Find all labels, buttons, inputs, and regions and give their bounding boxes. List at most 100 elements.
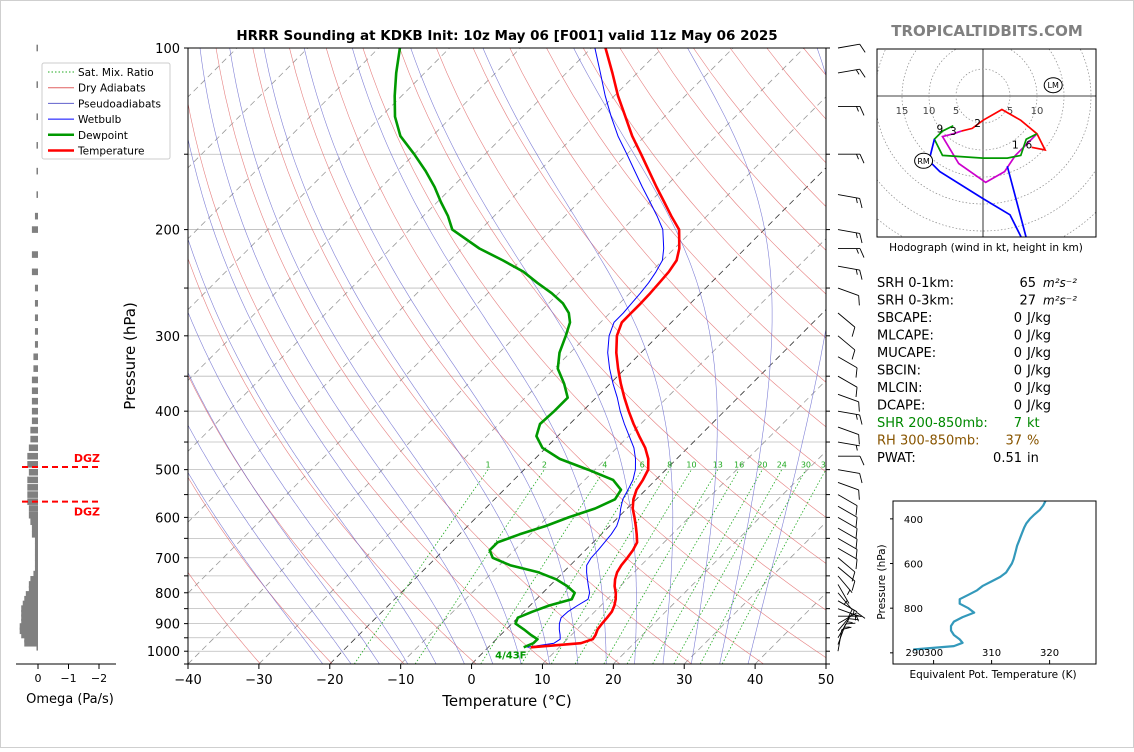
- theta-x-tick-label: 320: [1040, 648, 1059, 659]
- x-tick-label: 0: [467, 673, 475, 688]
- legend-label: Temperature: [77, 146, 145, 158]
- y-tick-label: 800: [155, 587, 180, 602]
- index-value: 0: [1014, 381, 1022, 396]
- hodograph-ring-label: 15: [896, 106, 909, 117]
- legend-label: Dewpoint: [78, 130, 128, 142]
- index-label: MUCAPE:: [877, 346, 936, 361]
- omega-bar: [29, 512, 38, 519]
- y-tick-label: 200: [155, 224, 180, 239]
- omega-bar: [27, 477, 38, 484]
- index-unit: J/kg: [1026, 329, 1051, 344]
- index-label: SBCAPE:: [877, 311, 932, 326]
- index-value: 0.51: [993, 451, 1022, 466]
- index-value: 27: [1019, 294, 1036, 309]
- y-tick-label: 900: [155, 618, 180, 633]
- index-value: 0: [1014, 329, 1022, 344]
- index-value: 37: [1005, 434, 1022, 449]
- omega-tick-label: 0: [35, 672, 42, 685]
- omega-bar: [35, 213, 38, 220]
- mixing-ratio-label: 2: [542, 461, 547, 470]
- theta-y-tick-label: 800: [904, 604, 923, 615]
- x-tick-label: 30: [676, 673, 693, 688]
- mixing-ratio-label: 20: [757, 461, 767, 470]
- mixing-ratio-label: 30: [801, 461, 811, 470]
- hodograph-ring-label: 5: [953, 106, 959, 117]
- index-unit: J/kg: [1026, 346, 1051, 361]
- omega-bar: [29, 469, 38, 476]
- hodograph-ring-label: 10: [1031, 106, 1044, 117]
- mixing-ratio-label: 6: [640, 461, 645, 470]
- surface-temp-label: 4/43F: [495, 650, 526, 661]
- hodograph-height-label: 2: [974, 118, 981, 130]
- omega-bar: [32, 387, 38, 394]
- omega-bar: [36, 45, 38, 52]
- x-tick-label: 10: [534, 673, 551, 688]
- index-value: 0: [1014, 346, 1022, 361]
- hodograph-height-label: 3: [950, 126, 957, 138]
- x-tick-label: −10: [387, 673, 414, 688]
- index-label: PWAT:: [877, 451, 916, 466]
- omega-bar: [36, 142, 38, 149]
- theta-y-tick-label: 600: [904, 560, 923, 571]
- index-unit: in: [1027, 451, 1039, 466]
- y-tick-label: 1000: [147, 645, 180, 660]
- omega-bar: [36, 191, 38, 198]
- omega-bar: [32, 269, 38, 276]
- omega-xlabel: Omega (Pa/s): [26, 692, 114, 707]
- index-unit: m²s⁻²: [1043, 294, 1077, 308]
- x-tick-label: −30: [245, 673, 272, 688]
- x-tick-label: 20: [605, 673, 622, 688]
- index-label: SRH 0-3km:: [877, 294, 954, 309]
- omega-bar: [29, 444, 38, 451]
- omega-tick-label: −2: [91, 672, 107, 685]
- x-tick-label: 50: [818, 673, 835, 688]
- index-unit: %: [1027, 434, 1039, 449]
- legend-label: Dry Adiabats: [78, 83, 146, 95]
- x-tick-label: −40: [174, 673, 201, 688]
- index-label: SRH 0-1km:: [877, 276, 954, 291]
- omega-bar: [35, 300, 38, 307]
- y-tick-label: 300: [155, 330, 180, 345]
- omega-bar: [29, 505, 38, 512]
- mixing-ratio-label: 4: [602, 461, 607, 470]
- omega-bar: [32, 251, 38, 258]
- omega-bar: [27, 491, 38, 498]
- omega-bar: [35, 537, 38, 544]
- theta-e-ylabel: Pressure (hPa): [876, 544, 888, 619]
- omega-bar: [36, 81, 38, 88]
- theta-x-tick-label: 290: [905, 648, 924, 659]
- omega-bar: [30, 518, 38, 525]
- index-value: 7: [1014, 416, 1022, 431]
- index-label: MLCIN:: [877, 381, 922, 396]
- index-unit: kt: [1027, 416, 1040, 431]
- legend-label: Wetbulb: [78, 114, 122, 126]
- index-label: DCAPE:: [877, 399, 925, 414]
- index-label: SHR 200-850mb:: [877, 416, 988, 431]
- index-label: RH 300-850mb:: [877, 434, 980, 449]
- omega-bar: [32, 398, 38, 405]
- omega-bar: [27, 484, 38, 491]
- omega-bar: [35, 543, 38, 550]
- index-unit: J/kg: [1026, 311, 1051, 326]
- mixing-ratio-label: 13: [713, 461, 723, 470]
- index-value: 0: [1014, 311, 1022, 326]
- omega-bar: [35, 314, 38, 321]
- y-tick-label: 500: [155, 464, 180, 479]
- index-label: SBCIN:: [877, 364, 921, 379]
- omega-bar: [32, 525, 38, 532]
- omega-bar: [27, 453, 38, 460]
- skewt-ylabel: Pressure (hPa): [121, 302, 139, 410]
- omega-bar: [32, 408, 38, 415]
- dgz-label: DGZ: [74, 452, 100, 465]
- hodograph-height-label: 1: [1012, 140, 1019, 152]
- left-mover-marker-label: LM: [1048, 81, 1059, 90]
- x-tick-label: −20: [316, 673, 343, 688]
- omega-bar: [36, 113, 38, 120]
- right-mover-marker-label: RM: [917, 157, 930, 166]
- omega-bar: [35, 328, 38, 335]
- omega-bar: [32, 418, 38, 425]
- y-tick-label: 600: [155, 511, 180, 526]
